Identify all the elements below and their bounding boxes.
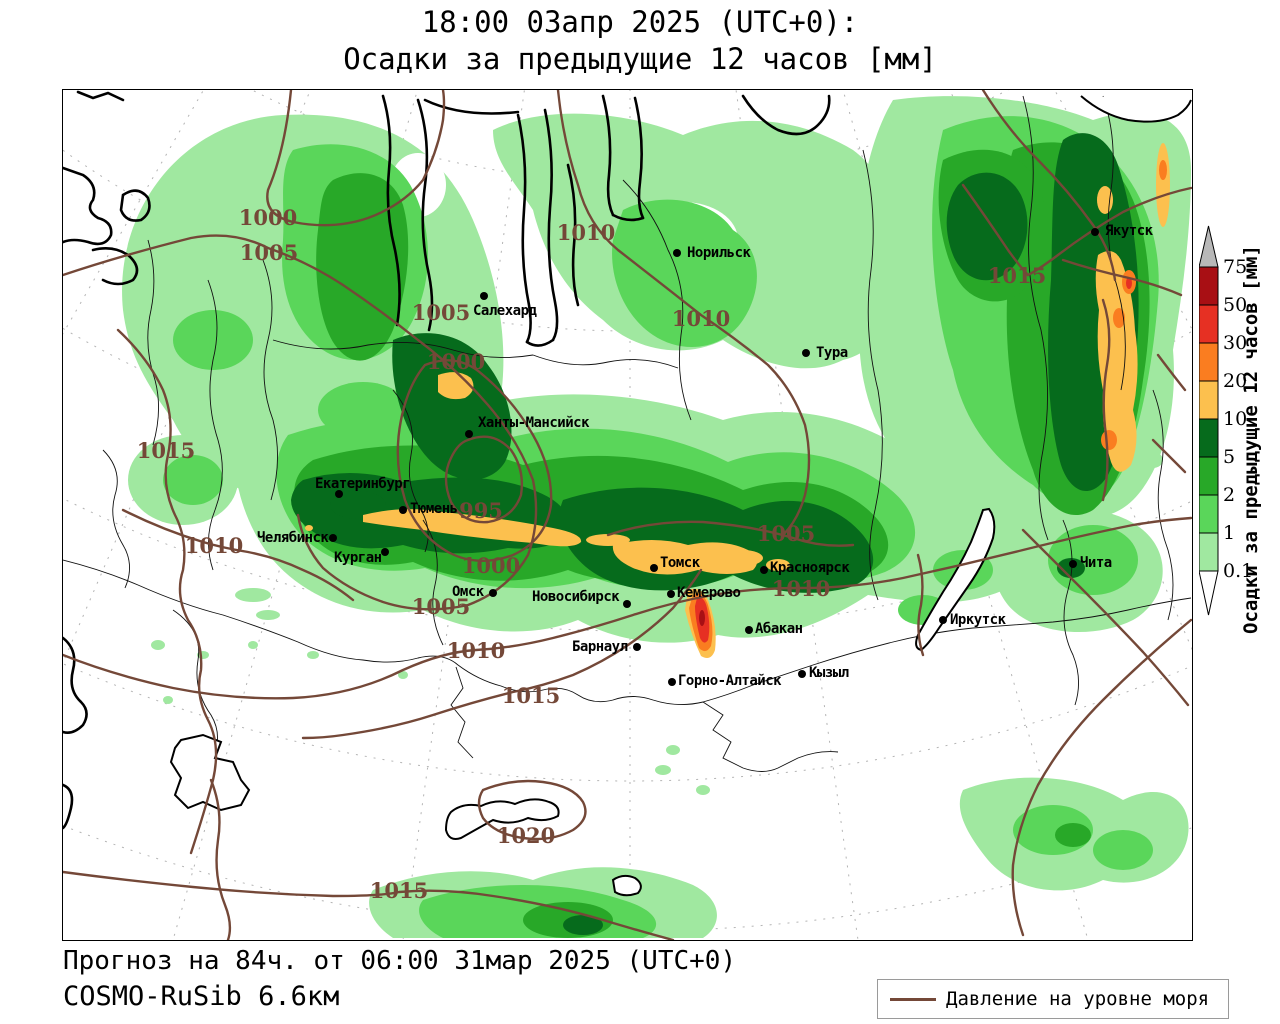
colorbar-tick-label: 1	[1223, 522, 1236, 544]
isobar-label: 1015	[136, 438, 196, 463]
isobar-label: 1015	[501, 683, 561, 708]
pressure-line-sample	[890, 997, 936, 1001]
city-dot	[623, 600, 631, 608]
colorbar-tick-label: 30	[1223, 332, 1248, 354]
pressure-legend-label: Давление на уровне моря	[946, 988, 1210, 1010]
precipitation-colorbar: 75 50 30 20 10 5 2 1 0.1	[1198, 225, 1280, 625]
model-name-text: COSMO-RuSib 6.6км	[63, 981, 340, 1012]
city-label: Челябинск	[257, 530, 329, 546]
city-dot	[673, 249, 681, 257]
city-label: Чита	[1080, 555, 1112, 571]
precip-level-50-75	[699, 610, 705, 626]
admin-borders	[63, 95, 1192, 772]
isobar-label: 1005	[756, 521, 816, 546]
isobar-label: 1010	[556, 220, 616, 245]
isobars	[63, 90, 1192, 940]
city-label: Тура	[816, 345, 848, 361]
city-dot	[667, 590, 675, 598]
city-dot	[745, 626, 753, 634]
isobar-label: 1000	[461, 553, 521, 578]
isobar-label: 1010	[671, 306, 731, 331]
city-dot	[399, 506, 407, 514]
isobar-label: 1020	[496, 823, 556, 848]
city-dot	[480, 292, 488, 300]
isobar-label: 1010	[184, 533, 244, 558]
colorbar-tick-label: 20	[1223, 370, 1248, 392]
city-label: Иркутск	[950, 612, 1006, 628]
colorbar-tick-label: 2	[1223, 484, 1236, 506]
isobar-label: 1000	[238, 205, 298, 230]
colorbar-tick-label: 75	[1223, 256, 1248, 278]
city-label: Омск	[452, 584, 484, 600]
isobar-label: 1010	[771, 576, 831, 601]
city-dot	[633, 643, 641, 651]
colorbar-scale	[1198, 225, 1219, 616]
title-line1: 18:00 03апр 2025 (UTC+0):	[421, 5, 859, 39]
isobar-label: 1000	[426, 349, 486, 374]
city-dot	[939, 616, 947, 624]
isobar-label: 1015	[369, 878, 429, 903]
isobar-label: 995	[459, 498, 503, 523]
city-label: Якутск	[1105, 223, 1153, 239]
colorbar-title: Осадки за предыдущие 12 часов [мм]	[1240, 245, 1262, 635]
city-dot	[650, 564, 658, 572]
precip-level-10-20	[305, 143, 1170, 658]
title-line2: Осадки за предыдущие 12 часов [мм]	[343, 42, 937, 76]
city-dot	[465, 430, 473, 438]
city-label: Екатеринбург	[315, 476, 411, 492]
city-dot	[802, 349, 810, 357]
colorbar-tick-label: 50	[1223, 294, 1248, 316]
coastlines	[63, 90, 831, 830]
isobar-label: 1005	[411, 594, 471, 619]
lakes	[169, 95, 1192, 897]
city-dot	[760, 566, 768, 574]
page-title: 18:00 03апр 2025 (UTC+0): Осадки за пред…	[0, 4, 1280, 78]
city-label: Курган	[334, 550, 382, 566]
city-label: Салехард	[473, 303, 537, 319]
city-dot	[329, 534, 337, 542]
city-label: Барнаул	[572, 639, 628, 655]
city-label: Кызыл	[809, 665, 849, 681]
colorbar-tick-label: 5	[1223, 446, 1236, 468]
isobar-label: 1010	[446, 638, 506, 663]
city-label: Норильск	[687, 245, 751, 261]
pressure-legend-box: Давление на уровне моря	[877, 979, 1229, 1019]
colorbar-tick-label: 0.1	[1223, 560, 1254, 582]
colorbar-tick-label: 10	[1223, 408, 1248, 430]
city-dot	[798, 670, 806, 678]
city-dot	[1069, 560, 1077, 568]
city-label: Тюмень	[410, 501, 458, 517]
forecast-info-text: Прогноз на 84ч. от 06:00 31мар 2025 (UTC…	[63, 946, 737, 976]
city-label: Ханты-Мансийск	[478, 415, 590, 431]
city-dot	[381, 548, 389, 556]
city-label: Абакан	[755, 621, 803, 637]
city-dot	[668, 678, 676, 686]
city-dot	[489, 589, 497, 597]
city-label: Горно-Алтайск	[678, 673, 782, 689]
isobar-label: 1005	[411, 300, 471, 325]
isobar-label: 1005	[239, 240, 299, 265]
city-label: Новосибирск	[532, 589, 620, 605]
map-overlay-layer: 1000 1005 1005 1000 1010 1010 1015 1015 1010 995 1…	[63, 90, 1192, 940]
city-label: Кемерово	[677, 585, 741, 601]
isobar-label: 1015	[987, 263, 1047, 288]
city-dot	[1091, 228, 1099, 236]
map-frame: 1000 1005 1005 1000 1010 1010 1015 1015 1010 995 1…	[62, 89, 1193, 941]
map-canvas	[63, 90, 1192, 940]
city-label: Красноярск	[770, 560, 850, 576]
city-label: Томск	[660, 555, 700, 571]
city-dot	[335, 490, 343, 498]
